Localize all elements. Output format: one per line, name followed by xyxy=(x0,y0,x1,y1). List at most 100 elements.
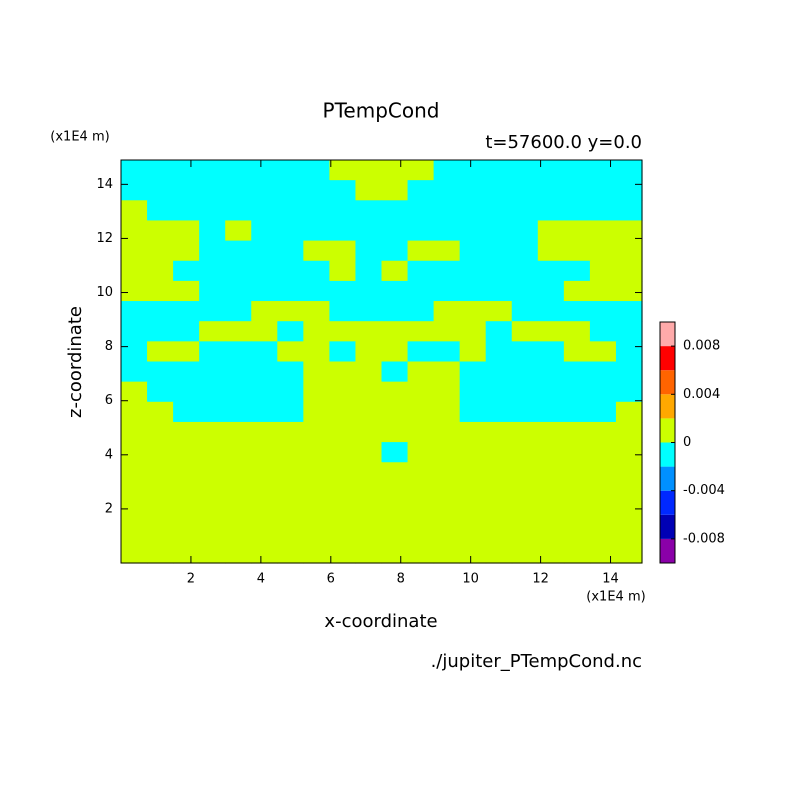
field-cell xyxy=(173,361,200,383)
field-cell xyxy=(121,341,148,363)
field-cell xyxy=(433,462,461,483)
field-cell xyxy=(355,321,383,342)
field-cell xyxy=(511,240,539,262)
field-cell xyxy=(485,200,513,222)
field-cell xyxy=(251,220,278,242)
field-cell xyxy=(329,462,357,483)
field-cell xyxy=(589,341,617,363)
y-unit: (x1E4 m) xyxy=(50,130,109,145)
field-cell xyxy=(329,200,357,222)
field-cell xyxy=(199,401,226,423)
field-cell xyxy=(147,180,174,201)
field-cell xyxy=(303,180,330,201)
field-cell xyxy=(511,341,539,363)
field-cell xyxy=(251,301,278,322)
field-cell xyxy=(225,482,252,504)
field-cell xyxy=(355,260,383,282)
field-cell xyxy=(407,381,435,403)
field-cell xyxy=(381,462,409,483)
field-cell xyxy=(381,200,409,222)
field-cell xyxy=(121,381,148,403)
field-cell xyxy=(407,522,435,544)
field-cell xyxy=(537,240,565,262)
field-cell xyxy=(147,200,174,222)
field-cell xyxy=(537,522,565,544)
field-cell xyxy=(303,522,330,544)
field-cell xyxy=(329,361,357,383)
field-cell xyxy=(459,381,487,403)
field-cell xyxy=(511,220,539,242)
field-cell xyxy=(303,442,330,463)
field-cell xyxy=(251,542,278,564)
field-cell xyxy=(303,502,330,524)
field-cell xyxy=(147,260,174,282)
field-cell xyxy=(277,442,304,463)
field-cell xyxy=(615,341,643,363)
field-cell xyxy=(199,240,226,262)
field-cell xyxy=(511,442,539,463)
field-cell xyxy=(355,301,383,322)
field-cell xyxy=(355,502,383,524)
field-cell xyxy=(407,341,435,363)
field-cell xyxy=(563,442,591,463)
field-cell xyxy=(277,260,304,282)
field-cell xyxy=(199,180,226,201)
x-tick-label: 4 xyxy=(257,572,265,587)
field-cell xyxy=(277,301,304,322)
field-cell xyxy=(511,180,539,201)
field-cell xyxy=(199,200,226,222)
field-cell xyxy=(329,301,357,322)
field-cell xyxy=(199,220,226,242)
field-cell xyxy=(303,260,330,282)
field-cell xyxy=(225,220,252,242)
field-cell xyxy=(225,401,252,423)
field-cell xyxy=(147,240,174,262)
field-cell xyxy=(459,160,487,181)
field-cell xyxy=(147,381,174,403)
field-cell xyxy=(615,401,643,423)
field-cell xyxy=(251,401,278,423)
field-cell xyxy=(147,522,174,544)
field-cell xyxy=(277,542,304,564)
y-tick-label: 2 xyxy=(105,501,113,516)
y-tick-label: 10 xyxy=(96,285,113,300)
field-cell xyxy=(303,401,330,423)
field-cell xyxy=(225,361,252,383)
field-cell xyxy=(589,301,617,322)
field-cell xyxy=(511,482,539,504)
field-cell xyxy=(173,341,200,363)
field-cell xyxy=(589,220,617,242)
field-cell xyxy=(303,200,330,222)
field-cell xyxy=(485,442,513,463)
field-cell xyxy=(381,301,409,322)
field-cell xyxy=(173,522,200,544)
field-cell xyxy=(511,260,539,282)
field-cell xyxy=(329,341,357,363)
field-cell xyxy=(563,321,591,342)
field-cell xyxy=(121,542,148,564)
field-cell xyxy=(537,301,565,322)
x-tick-label: 8 xyxy=(397,572,405,587)
field-cell xyxy=(329,280,357,302)
field-cell xyxy=(329,260,357,282)
field-cell xyxy=(381,442,409,463)
field-cell xyxy=(537,442,565,463)
field-cell xyxy=(485,482,513,504)
field-cell xyxy=(329,220,357,242)
field-cell xyxy=(225,542,252,564)
field-cell xyxy=(355,220,383,242)
field-cell xyxy=(199,160,226,181)
field-cell xyxy=(147,321,174,342)
field-cell xyxy=(355,462,383,483)
field-cell xyxy=(225,240,252,262)
field-cell xyxy=(537,180,565,201)
field-cell xyxy=(563,361,591,383)
field-cell xyxy=(511,421,539,443)
field-cell xyxy=(433,482,461,504)
field-cell xyxy=(121,421,148,443)
x-tick-label: 6 xyxy=(327,572,335,587)
field-cell xyxy=(589,482,617,504)
field-cell xyxy=(511,160,539,181)
field-cell xyxy=(277,502,304,524)
